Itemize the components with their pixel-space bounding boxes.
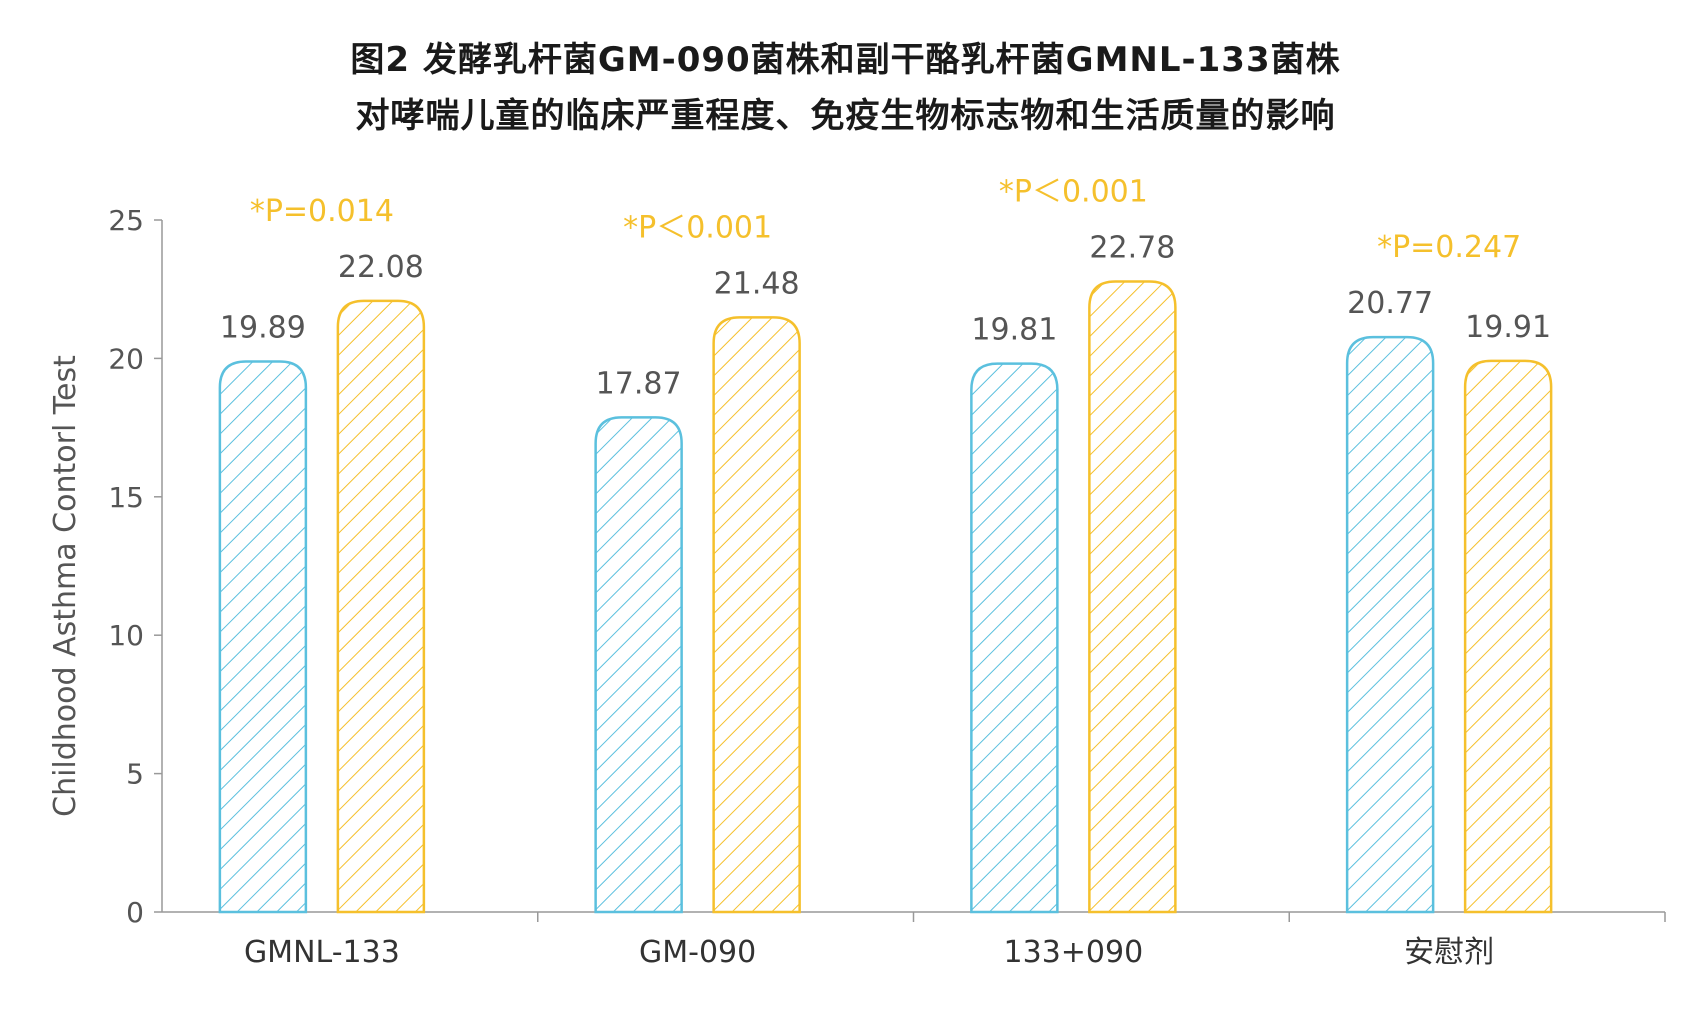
bars [218, 280, 1553, 914]
y-tick-label: 25 [108, 204, 144, 237]
data-label: 22.08 [338, 250, 424, 285]
x-tick-label: GM-090 [639, 935, 756, 970]
data-label: 19.81 [971, 313, 1057, 348]
data-label: 20.77 [1347, 286, 1433, 321]
data-label: 19.91 [1465, 310, 1551, 345]
bar [970, 362, 1059, 914]
bar [712, 316, 801, 914]
axes: 0 5 10 15 20 25 Childhood Asthma Contorl Test [48, 204, 1666, 929]
data-label: 17.87 [596, 366, 682, 401]
y-tick-label: 0 [126, 896, 144, 929]
y-tick-label: 15 [108, 481, 144, 514]
bar [218, 360, 308, 914]
data-label: 22.78 [1089, 230, 1175, 265]
x-tick-label: 安慰剂 [1404, 935, 1494, 970]
bar [1463, 359, 1553, 914]
p-value-annotation: *P＜0.001 [999, 174, 1148, 209]
data-label: 21.48 [714, 266, 800, 301]
bar [594, 416, 683, 914]
data-label: 19.89 [220, 310, 306, 345]
p-value-annotation: *P=0.247 [1377, 230, 1521, 265]
y-tick-label: 5 [126, 758, 144, 791]
bar [1088, 280, 1177, 914]
bar [336, 299, 426, 914]
p-value-annotation: *P＜0.001 [623, 210, 772, 245]
y-axis-title: Childhood Asthma Contorl Test [48, 355, 83, 817]
chart-title-line-1: 图2 发酵乳杆菌GM-090菌株和副干酪乳杆菌GMNL-133菌株 [350, 40, 1341, 80]
y-tick-label: 20 [108, 342, 144, 375]
p-value-annotation: *P=0.014 [250, 194, 394, 229]
chart-title-line-2: 对哮喘儿童的临床严重程度、免疫生物标志物和生活质量的影响 [355, 96, 1336, 136]
labels: GMNL-133 19.89 22.08 *P=0.014 GM-090 17.87 21.… [220, 174, 1551, 970]
x-tick-label: GMNL-133 [244, 935, 400, 970]
bar [1345, 335, 1435, 914]
y-tick-label: 10 [108, 619, 144, 652]
x-tick-label: 133+090 [1004, 935, 1144, 970]
